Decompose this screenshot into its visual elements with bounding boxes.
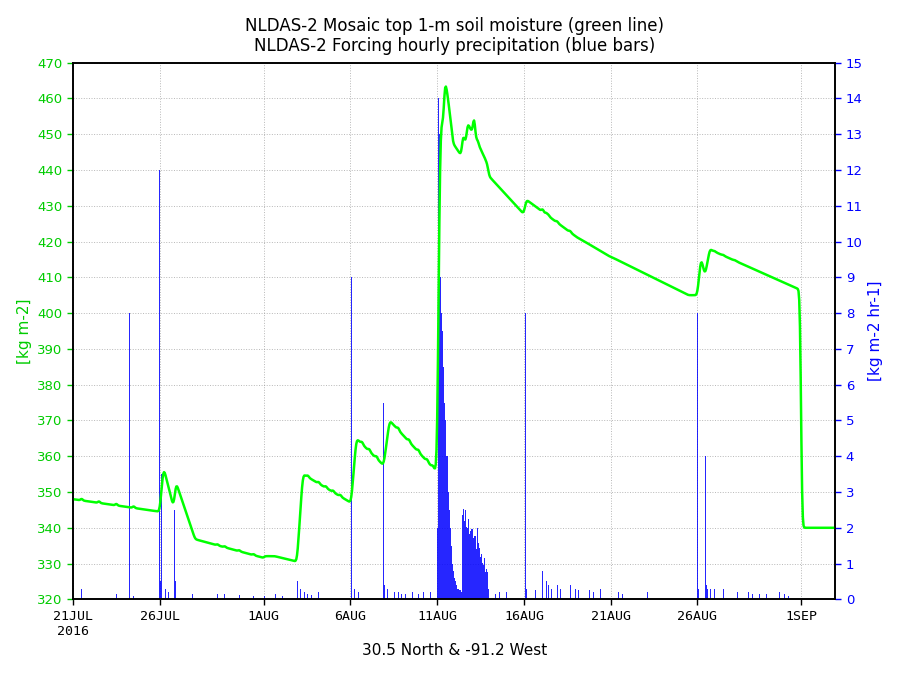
Y-axis label: [kg m-2 hr-1]: [kg m-2 hr-1] xyxy=(868,281,883,381)
Y-axis label: [kg m-2]: [kg m-2] xyxy=(17,298,32,364)
Title: NLDAS-2 Mosaic top 1-m soil moisture (green line)
NLDAS-2 Forcing hourly precipi: NLDAS-2 Mosaic top 1-m soil moisture (gr… xyxy=(245,17,663,55)
X-axis label: 30.5 North & -91.2 West: 30.5 North & -91.2 West xyxy=(362,643,547,658)
